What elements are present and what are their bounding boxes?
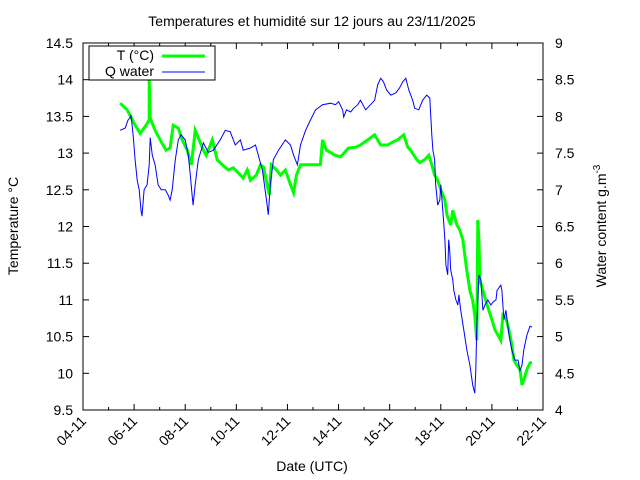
- series-line-temperature: [119, 79, 533, 386]
- y-tick-label: 10.5: [46, 329, 73, 345]
- y2-tick-label: 8: [555, 108, 563, 124]
- series-line-q-water: [119, 77, 533, 394]
- x-tick-label: 04-11: [53, 413, 89, 449]
- y2-tick-label: 4.5: [555, 365, 575, 381]
- legend-box: [88, 45, 216, 81]
- y-tick-label: 13.5: [46, 108, 73, 124]
- y2-tick-label: 7.5: [555, 145, 575, 161]
- series-group: [119, 77, 533, 394]
- legend-label-q: Q water: [105, 63, 154, 79]
- y2-axis-label-sup: -3: [592, 164, 603, 173]
- x-tick-label: 16-11: [360, 413, 396, 449]
- y2-axis-label-text: Water content g.m: [593, 174, 609, 288]
- y2-tick-label: 7: [555, 182, 563, 198]
- y-tick-label: 10: [57, 365, 73, 381]
- y2-tick-label: 5.5: [555, 292, 575, 308]
- y2-tick-label: 4: [555, 402, 563, 418]
- x-tick-label: 20-11: [462, 413, 498, 449]
- x-tick-label: 12-11: [258, 413, 294, 449]
- y2-tick-label: 6.5: [555, 219, 575, 235]
- legend-label-t: T (°C): [117, 47, 154, 63]
- y2-tick-label: 6: [555, 255, 563, 271]
- x-tick-label: 18-11: [411, 413, 447, 449]
- x-tick-label: 22-11: [513, 413, 549, 449]
- y2-tick-label: 9: [555, 35, 563, 51]
- x-tick-label: 06-11: [104, 413, 140, 449]
- x-tick-label: 08-11: [155, 413, 191, 449]
- y2-axis-label: Water content g.m-3: [592, 164, 609, 287]
- y2-tick-label: 8.5: [555, 72, 575, 88]
- y-tick-label: 11: [58, 292, 73, 308]
- y-tick-label: 13: [57, 145, 73, 161]
- plot-frame: [82, 42, 544, 411]
- y-tick-label: 14: [57, 72, 73, 88]
- chart-title: Temperatures et humidité sur 12 jours au…: [148, 13, 476, 29]
- y2-tick-label: 5: [555, 329, 563, 345]
- y-axis-label: Temperature °C: [5, 177, 21, 275]
- x-tick-label: 14-11: [309, 413, 345, 449]
- y-tick-label: 12.5: [46, 182, 73, 198]
- legend: T (°C) Q water: [88, 45, 216, 81]
- x-tick-label: 10-11: [207, 413, 243, 449]
- y-tick-label: 9.5: [54, 402, 74, 418]
- y-tick-label: 12: [57, 219, 73, 235]
- axes: 04-11 06-11 08-11 10-11 12-11 14-11 16-11 18-11…: [46, 35, 575, 449]
- x-axis-label: Date (UTC): [276, 458, 348, 474]
- y-tick-label: 11.5: [47, 255, 73, 271]
- y-tick-label: 14.5: [46, 35, 73, 51]
